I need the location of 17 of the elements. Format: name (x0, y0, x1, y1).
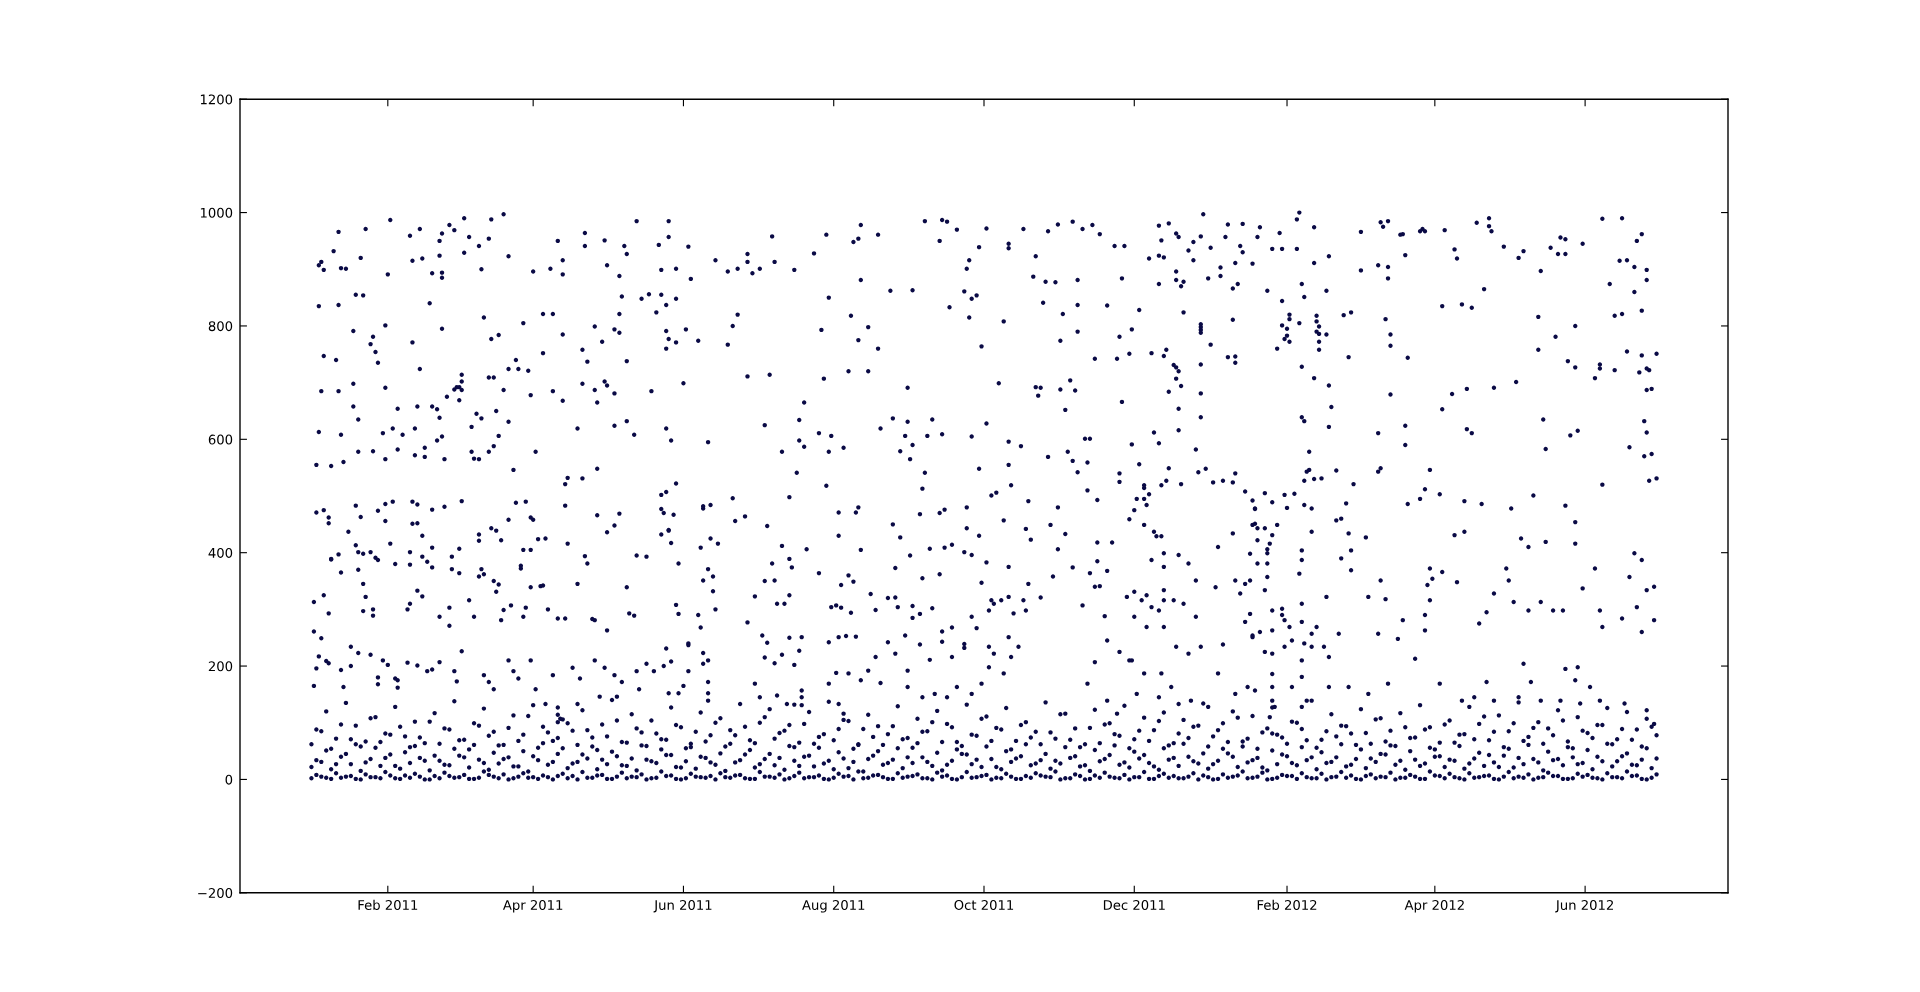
x-tick-label: Apr 2012 (1404, 899, 1464, 913)
y-tick-label: −200 (198, 888, 233, 898)
y-tick-label: 800 (208, 321, 233, 332)
x-tick-label: Feb 2011 (358, 899, 418, 910)
y-tick-label: 200 (208, 661, 233, 672)
x-tick-label: Jun 2011 (653, 899, 712, 913)
y-tick-label: 1000 (200, 207, 233, 218)
x-tick-label: Aug 2011 (802, 899, 865, 913)
y-tick-label: 600 (208, 434, 233, 445)
x-tick-label: Jun 2012 (1555, 899, 1613, 913)
x-tick-label: Apr 2011 (502, 899, 563, 913)
y-tick-label: 400 (208, 547, 233, 558)
y-tick-label: 1200 (200, 94, 233, 105)
y-tick-label: 0 (225, 774, 233, 785)
x-tick-label: Feb 2012 (1257, 899, 1317, 910)
x-tick-label: Oct 2011 (954, 899, 1014, 910)
x-tick-label: Dec 2011 (1103, 899, 1165, 910)
